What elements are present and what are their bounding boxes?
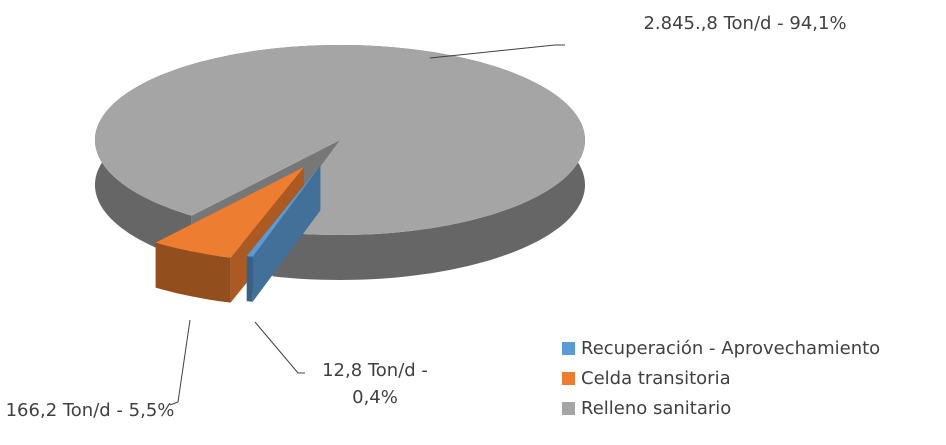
legend-label: Celda transitoria xyxy=(581,368,731,389)
legend-item: Relleno sanitario xyxy=(562,398,731,419)
slice-side xyxy=(246,165,321,302)
legend-label: Recuperación - Aprovechamiento xyxy=(581,338,881,359)
leader-line xyxy=(429,44,565,59)
legend-label: Relleno sanitario xyxy=(581,398,732,419)
legend-swatch xyxy=(562,372,575,385)
data-label: 166,2 Ton/d - 5,5% xyxy=(5,400,175,421)
data-label: 2.845.,8 Ton/d - 94,1% xyxy=(643,13,847,34)
legend-item: Recuperación - Aprovechamiento xyxy=(562,338,880,359)
slice xyxy=(246,165,321,257)
slice xyxy=(155,167,304,258)
slice-wall xyxy=(246,256,253,302)
legend-swatch xyxy=(562,402,575,415)
data-label: 12,8 Ton/d - 0,4% xyxy=(322,360,428,408)
slice xyxy=(95,45,585,235)
leader-line xyxy=(254,321,305,374)
legend-item: Celda transitoria xyxy=(562,368,731,389)
legend-swatch xyxy=(562,342,575,355)
slice-wall xyxy=(155,242,231,303)
leader-line xyxy=(169,319,191,406)
